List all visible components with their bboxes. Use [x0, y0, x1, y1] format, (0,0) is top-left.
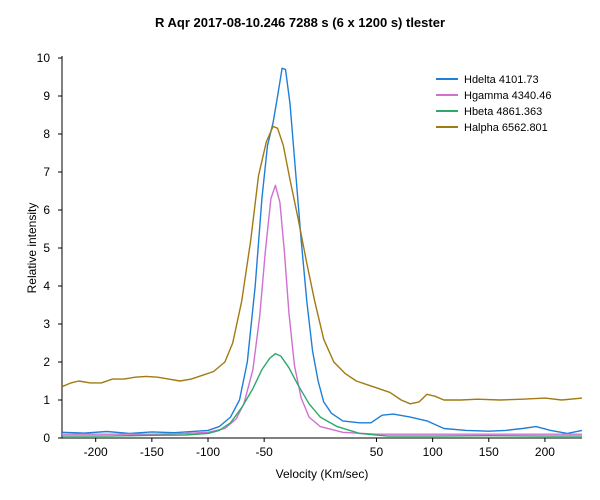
y-tick-label: 1 [43, 393, 50, 407]
x-tick-label: 200 [535, 445, 555, 459]
legend-entry: Hdelta 4101.73 [464, 74, 539, 86]
x-tick-label: 100 [423, 445, 443, 459]
series-line-3 [61, 125, 583, 405]
legend: Hdelta 4101.73 Hgamma 4340.46 Hbeta 4861.3… [436, 74, 551, 134]
y-tick-label: 2 [43, 355, 50, 369]
series-line-0 [61, 67, 583, 435]
y-axis-label: Relative intensity [25, 203, 39, 294]
x-tick-label: -100 [196, 445, 220, 459]
y-tick-label: 0 [43, 431, 50, 445]
x-axis-label: Velocity (Km/sec) [276, 467, 369, 481]
y-tick-label: 6 [43, 203, 50, 217]
x-tick-label: 50 [370, 445, 384, 459]
y-tick-label: 3 [43, 317, 50, 331]
axes-layer: 0 1 2 3 4 5 6 7 8 9 10 -200 -150 -100 -50 50 100 150 200 [37, 51, 556, 459]
y-tick-label: 4 [43, 279, 50, 293]
y-tick-label: 7 [43, 165, 50, 179]
plot-frame [61, 56, 582, 439]
x-tick-label: -150 [140, 445, 164, 459]
y-tick-label: 10 [37, 51, 51, 65]
legend-entry: Hbeta 4861.363 [464, 106, 542, 118]
y-tick-label: 5 [43, 241, 50, 255]
y-tick-label: 9 [43, 89, 50, 103]
x-tick-label: 150 [479, 445, 499, 459]
x-tick-label: -200 [84, 445, 108, 459]
legend-entry: Halpha 6562.801 [464, 122, 548, 134]
y-tick-label: 8 [43, 127, 50, 141]
series-layer [61, 67, 583, 437]
chart-title: R Aqr 2017-08-10.246 7288 s (6 x 1200 s)… [155, 15, 445, 30]
series-line-2 [62, 352, 582, 437]
x-tick-label: -50 [255, 445, 273, 459]
legend-entry: Hgamma 4340.46 [464, 90, 551, 102]
